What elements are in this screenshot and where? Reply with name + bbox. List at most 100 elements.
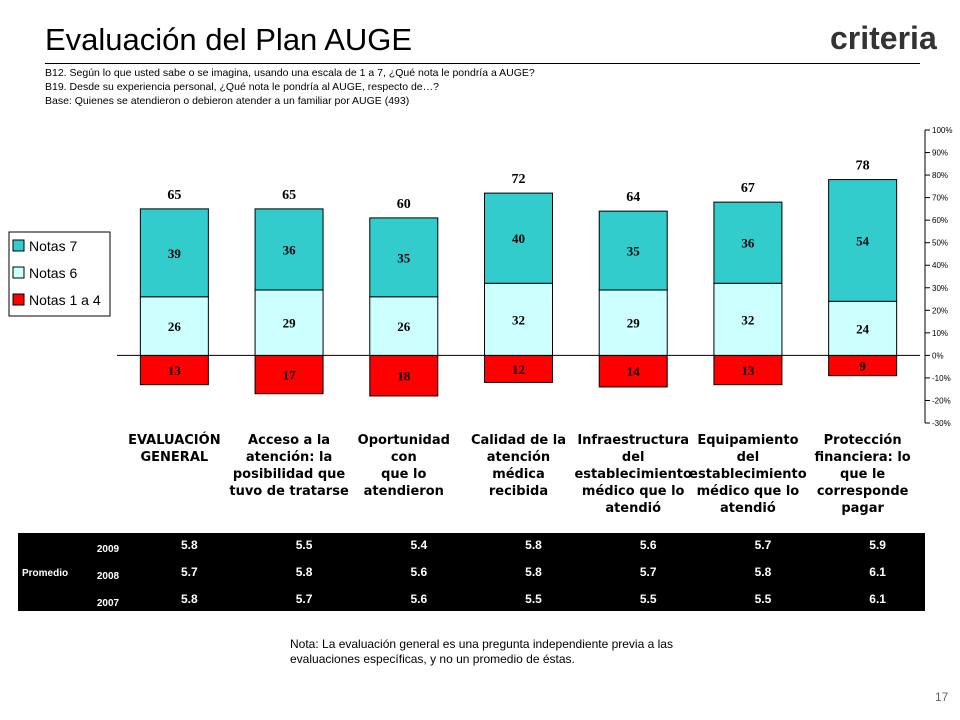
logo: criteria	[830, 20, 937, 56]
bar-segment	[139, 296, 209, 356]
category-label: Protección financiera: lo que le corresp…	[814, 433, 911, 516]
table-cell: 6.1	[869, 592, 886, 606]
bar-segment	[369, 354, 439, 397]
y-tick-label: -20%	[932, 396, 951, 405]
y-tick-label: 100%	[932, 126, 952, 135]
y-tick-label: 70%	[932, 194, 948, 203]
table-cell: 2009	[97, 544, 120, 555]
table-cell: 5.8	[181, 592, 198, 606]
y-tick-label: 40%	[932, 261, 948, 270]
total-label: 60	[397, 197, 411, 212]
bar-segment	[598, 354, 668, 388]
table-cell: 5.5	[640, 592, 657, 606]
y-tick-label: 0%	[932, 351, 944, 360]
table-cell: 5.8	[525, 565, 542, 579]
bar-segment	[254, 208, 324, 291]
total-label: 65	[167, 188, 181, 203]
table-cell: 5.7	[181, 565, 198, 579]
value-label: 26	[168, 319, 182, 334]
bar-segment	[713, 201, 783, 284]
bar-segment	[484, 192, 553, 284]
legend-label: Notas 6	[29, 265, 77, 281]
value-label: 39	[168, 246, 182, 261]
table-cell: 5.8	[296, 565, 313, 579]
table-cell: 2007	[97, 598, 120, 609]
category-label: Infraestructura del establecimiento médi…	[574, 433, 692, 516]
y-tick-label: 20%	[932, 306, 948, 315]
y-tick-label: 50%	[932, 239, 948, 248]
total-label: 64	[626, 190, 640, 205]
value-label: 13	[741, 363, 755, 378]
value-label: 14	[627, 364, 641, 379]
value-label: 36	[283, 242, 297, 257]
table-cell: 5.8	[755, 565, 772, 579]
value-label: 32	[741, 312, 754, 327]
value-label: 29	[627, 316, 641, 331]
table-cell: 5.6	[410, 565, 427, 579]
bar-segment	[369, 296, 439, 356]
legend-swatch	[12, 266, 25, 279]
bar-segment	[598, 210, 668, 291]
legend-label: Notas 7	[29, 238, 77, 254]
subtitle: Base: Quienes se atendieron o debieron a…	[45, 95, 410, 107]
table-cell: 5.6	[640, 538, 657, 552]
total-label: 65	[282, 188, 296, 203]
bar-segment	[254, 289, 324, 356]
table-cell: 5.4	[410, 538, 427, 552]
value-label: 35	[627, 244, 641, 259]
value-label: 54	[856, 233, 870, 248]
y-tick-label: 80%	[932, 171, 948, 180]
subtitle: B12. Según lo que usted sabe o se imagin…	[45, 67, 535, 79]
table-cell: 5.7	[640, 565, 657, 579]
table-row-header: Promedio	[22, 568, 68, 579]
category-label: Acceso a la atención: la posibilidad que…	[229, 433, 349, 499]
header-rule	[45, 63, 920, 64]
category-label: Equipamiento del establecimiento médico …	[689, 433, 807, 516]
table-cell: 5.5	[755, 592, 772, 606]
y-tick-label: 90%	[932, 149, 948, 158]
legend-box	[8, 231, 111, 317]
y-tick-label: -30%	[932, 419, 951, 428]
bar-segment	[139, 208, 209, 298]
table-cell: 5.5	[296, 538, 313, 552]
value-label: 36	[741, 236, 755, 251]
table-cell: 2008	[97, 571, 120, 582]
value-label: 40	[512, 231, 525, 246]
legend-swatch	[12, 293, 25, 306]
category-label: Oportunidad con que lo atendieron	[357, 433, 450, 499]
title: Evaluación del Plan AUGE	[45, 22, 413, 57]
table-cell: 5.7	[755, 538, 772, 552]
table-cell: 5.7	[296, 592, 313, 606]
bar-segment	[828, 300, 898, 356]
category-label: EVALUACIÓN GENERAL	[128, 433, 221, 465]
value-label: 24	[856, 321, 870, 336]
subtitle: B19. Desde su experiencia personal, ¿Qué…	[45, 81, 439, 93]
value-label: 18	[397, 369, 411, 384]
value-label: 26	[397, 319, 411, 334]
page-number: 17	[935, 690, 949, 704]
bar-segment	[369, 217, 439, 298]
table-bg	[18, 533, 925, 611]
value-label: 9	[859, 359, 866, 374]
value-label: 35	[397, 250, 411, 265]
value-label: 12	[512, 362, 525, 377]
table-cell: 5.6	[410, 592, 427, 606]
table-cell: 6.1	[869, 565, 886, 579]
total-label: 78	[856, 159, 870, 174]
y-tick-label: 10%	[932, 329, 948, 338]
y-tick-label: -10%	[932, 374, 951, 383]
y-tick-label: 30%	[932, 284, 948, 293]
value-label: 29	[283, 316, 297, 331]
bar-segment	[139, 354, 209, 386]
value-label: 32	[512, 312, 525, 327]
bar-segment	[828, 179, 898, 302]
value-label: 13	[168, 363, 182, 378]
table-cell: 5.5	[525, 592, 542, 606]
table-cell: 5.8	[525, 538, 542, 552]
y-tick-label: 60%	[932, 216, 948, 225]
total-label: 72	[512, 172, 526, 187]
total-label: 67	[741, 181, 755, 196]
table-cell: 5.8	[181, 538, 198, 552]
